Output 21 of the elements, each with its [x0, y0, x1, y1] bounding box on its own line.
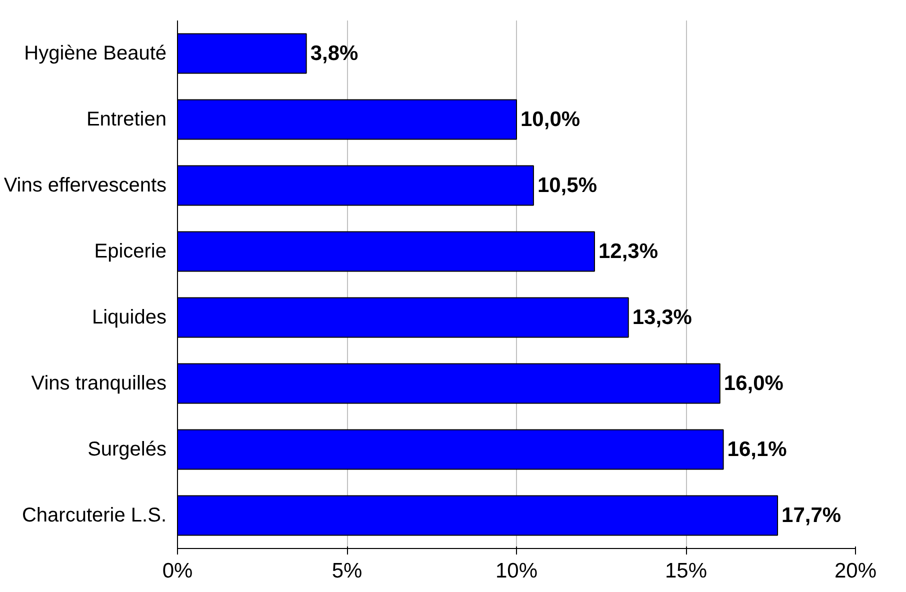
data-label: 16,1%: [727, 438, 788, 461]
y-tick-label: Vins effervescents: [4, 174, 166, 196]
data-label: 3,8%: [310, 42, 359, 65]
data-label: 10,0%: [520, 108, 580, 131]
y-tick-label: Entretien: [86, 108, 167, 130]
x-tick-label: 15%: [664, 560, 708, 582]
data-label: 16,0%: [724, 372, 784, 395]
y-tick-label: Vins tranquilles: [31, 372, 166, 394]
y-tick-label: Epicerie: [94, 240, 167, 262]
x-tick-label: 20%: [834, 560, 877, 582]
data-label: 10,5%: [537, 174, 598, 197]
y-tick-label: Liquides: [92, 306, 167, 328]
x-tick-label: 5%: [332, 560, 362, 582]
x-tick-label: 10%: [495, 560, 538, 582]
y-tick-label: Hygiène Beauté: [24, 42, 167, 64]
data-label: 17,7%: [782, 504, 842, 527]
y-tick-label: Charcuterie L.S.: [22, 504, 167, 526]
y-tick-label: Surgelés: [88, 438, 166, 460]
data-label: 13,3%: [632, 306, 692, 329]
x-tick-label: 0%: [162, 560, 193, 582]
data-label: 12,3%: [598, 240, 658, 263]
